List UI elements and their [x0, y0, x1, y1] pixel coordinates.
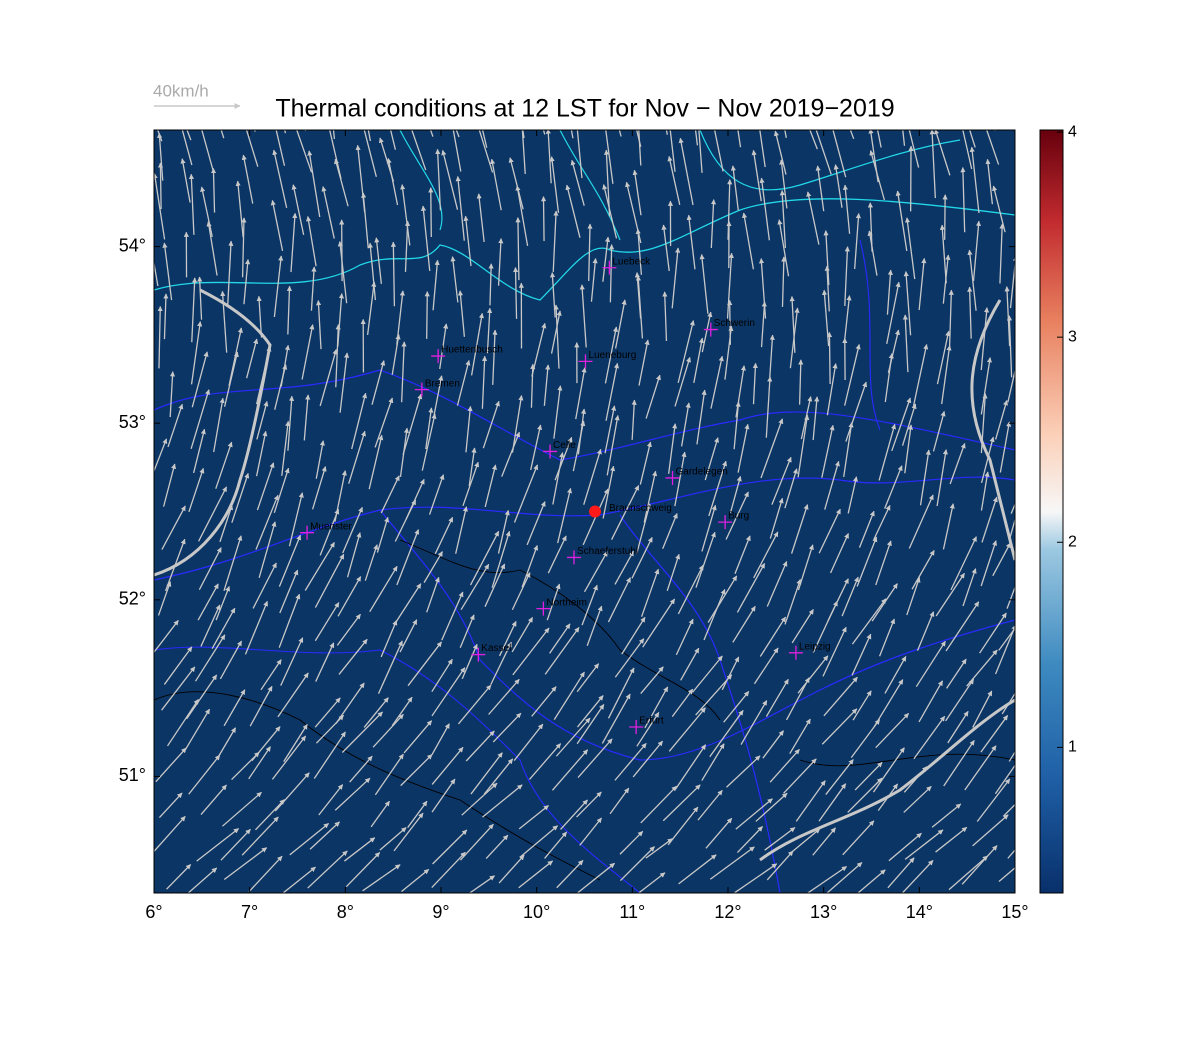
city-label: Muenster: [310, 521, 352, 532]
wind-arrow: [543, 197, 544, 241]
city-label: Celle: [553, 440, 576, 451]
y-tick-label: 54°: [119, 235, 146, 255]
wind-arrow: [431, 188, 432, 237]
city-label: Northeim: [546, 597, 587, 608]
map-title: Thermal conditions at 12 LST for Nov − N…: [275, 95, 894, 123]
wind-arrow: [160, 163, 161, 209]
city-label: Huettenbusch: [441, 345, 503, 356]
colorbar-tick-label: 4: [1068, 123, 1077, 140]
city-label: Burg: [728, 511, 749, 522]
colorbar-tick-label: 3: [1068, 328, 1077, 345]
y-tick-label: 53°: [119, 412, 146, 432]
city-label: Bremen: [425, 378, 460, 389]
x-tick-label: 8°: [337, 902, 354, 922]
y-tick-label: 52°: [119, 589, 146, 609]
x-tick-label: 11°: [619, 902, 645, 922]
map-area: [154, 130, 1015, 893]
city-label: Erfurt: [639, 716, 664, 727]
colorbar-tick-label: 1: [1068, 739, 1077, 756]
wind-arrow: [979, 88, 996, 130]
y-tick-label: 51°: [119, 765, 146, 785]
x-tick-label: 6°: [145, 902, 162, 922]
station-marker: [589, 506, 601, 518]
x-tick-label: 9°: [432, 902, 449, 922]
colorbar-tick-label: 2: [1068, 533, 1077, 550]
x-tick-label: 15°: [1001, 902, 1028, 922]
city-label: Gardelegen: [676, 467, 728, 478]
city-label: Schwerin: [714, 318, 755, 329]
wind-arrow: [243, 82, 255, 131]
colorbar: [1040, 130, 1063, 893]
city-label: Kassel: [481, 643, 511, 654]
x-tick-label: 14°: [906, 902, 933, 922]
x-tick-label: 7°: [241, 902, 258, 922]
city-label: Schaeferstuhl: [577, 546, 638, 557]
x-tick-label: 13°: [810, 902, 837, 922]
wind-arrow: [427, 292, 428, 339]
x-tick-label: 12°: [714, 902, 741, 922]
wind-arrow: [829, 332, 830, 384]
station-label: Braunschweig: [609, 503, 672, 514]
city-label: Lueneburg: [588, 350, 636, 361]
x-tick-label: 10°: [523, 902, 550, 922]
wind-arrow: [921, 72, 932, 133]
reference-arrow-label: 40km/h: [153, 81, 209, 100]
city-label: Leipzig: [799, 641, 831, 652]
city-label: Luebeck: [612, 256, 651, 267]
